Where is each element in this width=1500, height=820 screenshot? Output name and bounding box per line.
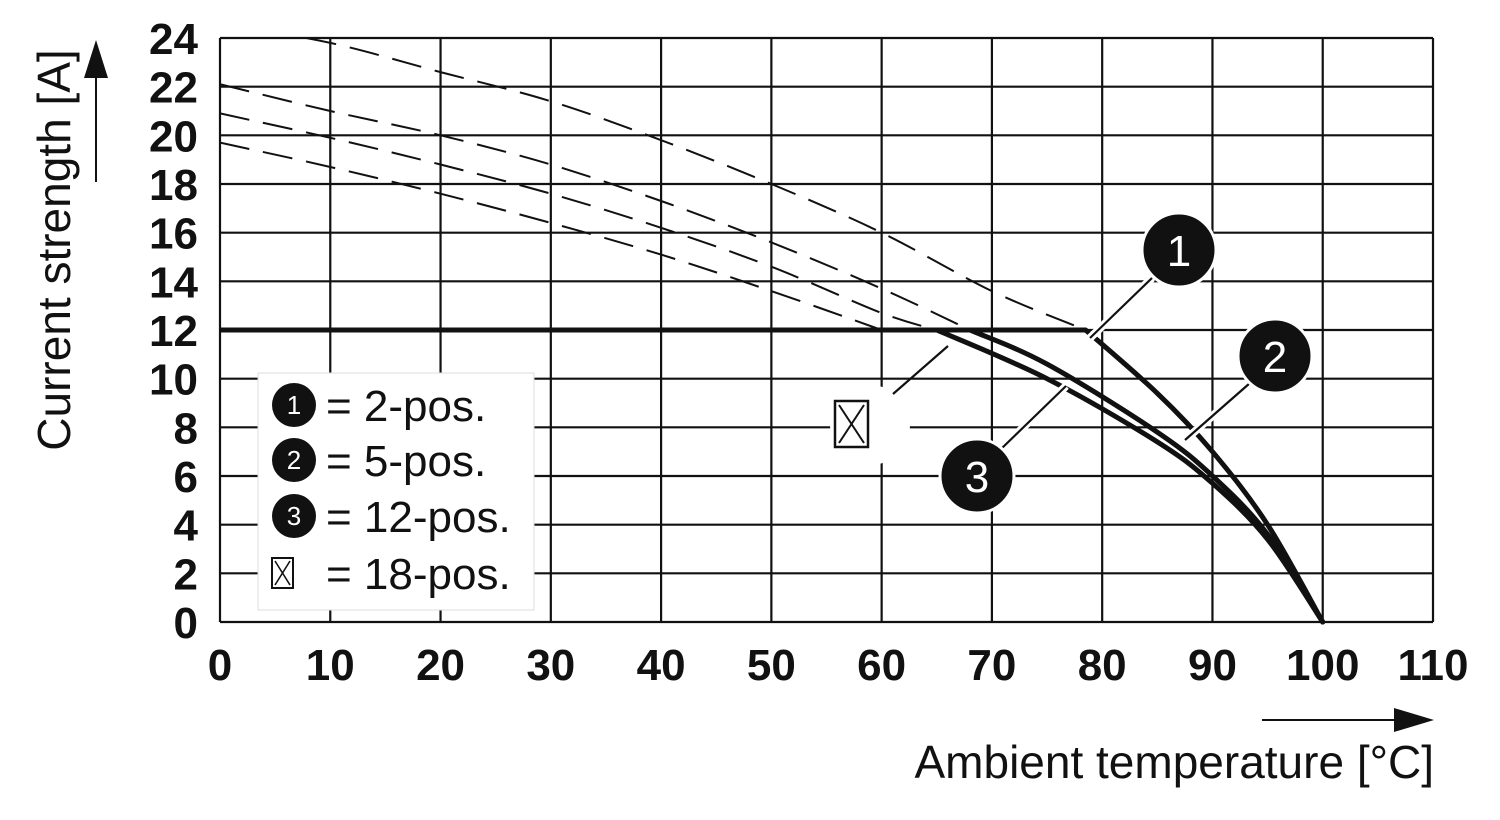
legend-label: = 18-pos. xyxy=(326,550,511,599)
x-tick-label: 20 xyxy=(416,641,465,690)
x-tick-label: 40 xyxy=(637,641,686,690)
callout-badge-2 xyxy=(1236,317,1314,395)
derating-curve-solid-1 xyxy=(1083,327,1326,625)
grid xyxy=(218,36,1435,624)
legend-marker-1 xyxy=(272,383,316,427)
y-tick-label: 14 xyxy=(149,258,198,307)
y-tick-label: 4 xyxy=(174,502,199,551)
y-tick-label: 22 xyxy=(149,64,198,113)
legend-marker-18-cross-b xyxy=(274,560,291,586)
y-tick-label: 8 xyxy=(174,404,198,453)
x-axis-label: Ambient temperature [°C] xyxy=(915,736,1435,788)
legend-marker-3 xyxy=(272,494,316,538)
callout-number-2: 2 xyxy=(1263,333,1287,382)
callout-18pos-leader xyxy=(892,345,949,395)
y-tick-label: 20 xyxy=(149,112,198,161)
legend-marker-number-2: 2 xyxy=(287,445,301,475)
curve-callouts: 1 2 3 xyxy=(830,211,1314,515)
x-tick-label: 90 xyxy=(1188,641,1237,690)
y-tick-label: 10 xyxy=(149,356,198,405)
y-axis-label-group: Current strength [A] xyxy=(28,40,108,451)
callout-badge-1 xyxy=(1140,211,1218,289)
legend-label: = 2-pos. xyxy=(326,382,486,431)
derating-curves-dashed xyxy=(220,38,1086,331)
tick-labels: 0 10 20 30 40 50 60 70 80 90 100 110024681012141618… xyxy=(149,15,1468,690)
x-tick-label: 100 xyxy=(1286,641,1359,690)
legend-marker-number-3: 3 xyxy=(287,501,301,531)
legend-marker-2 xyxy=(272,438,316,482)
derating-curve-solid-3 xyxy=(934,327,1326,625)
x-tick-label: 60 xyxy=(857,641,906,690)
x-tick-label: 0 xyxy=(208,641,232,690)
x-axis-label-group: Ambient temperature [°C] xyxy=(915,708,1435,788)
y-tick-label: 18 xyxy=(149,161,198,210)
callout-number-1: 1 xyxy=(1167,227,1191,276)
x-axis-arrowhead xyxy=(1394,708,1434,732)
y-tick-label: 16 xyxy=(149,210,198,259)
y-tick-label: 6 xyxy=(174,453,198,502)
x-tick-label: 70 xyxy=(967,641,1016,690)
legend-label: = 12-pos. xyxy=(326,493,511,542)
legend: 1 = 2-pos. 2 = 5-pos. 3 = 12-pos. = 18-pos. xyxy=(257,372,535,611)
derating-curve-dashed-3 xyxy=(220,112,938,331)
callout-leader-line xyxy=(999,385,1067,451)
y-tick-label: 2 xyxy=(174,550,198,599)
y-tick-label: 0 xyxy=(174,599,198,648)
y-tick-label: 24 xyxy=(149,15,198,64)
callout-leader-line xyxy=(1184,382,1251,441)
callout-number-3: 3 xyxy=(965,453,989,502)
legend-label: = 5-pos. xyxy=(326,437,486,486)
derating-curve-dashed-1 xyxy=(300,38,1086,331)
x-tick-label: 30 xyxy=(526,641,575,690)
callout-leader-line xyxy=(1089,277,1153,339)
derating-curve-dashed-18 xyxy=(220,141,882,331)
y-axis-label: Current strength [A] xyxy=(28,49,80,450)
legend-marker-number-1: 1 xyxy=(287,390,301,420)
y-tick-label: 12 xyxy=(149,307,198,356)
x-tick-label: 80 xyxy=(1078,641,1127,690)
x-tick-label: 10 xyxy=(306,641,355,690)
derating-curves-solid xyxy=(934,327,1326,625)
x-tick-label: 110 xyxy=(1398,641,1469,690)
derating-curve-dashed-2 xyxy=(220,83,971,331)
y-axis-arrowhead xyxy=(84,40,108,78)
callout-badge-3 xyxy=(938,437,1016,515)
x-tick-label: 50 xyxy=(747,641,796,690)
callout-18pos-cross-b xyxy=(838,404,865,444)
